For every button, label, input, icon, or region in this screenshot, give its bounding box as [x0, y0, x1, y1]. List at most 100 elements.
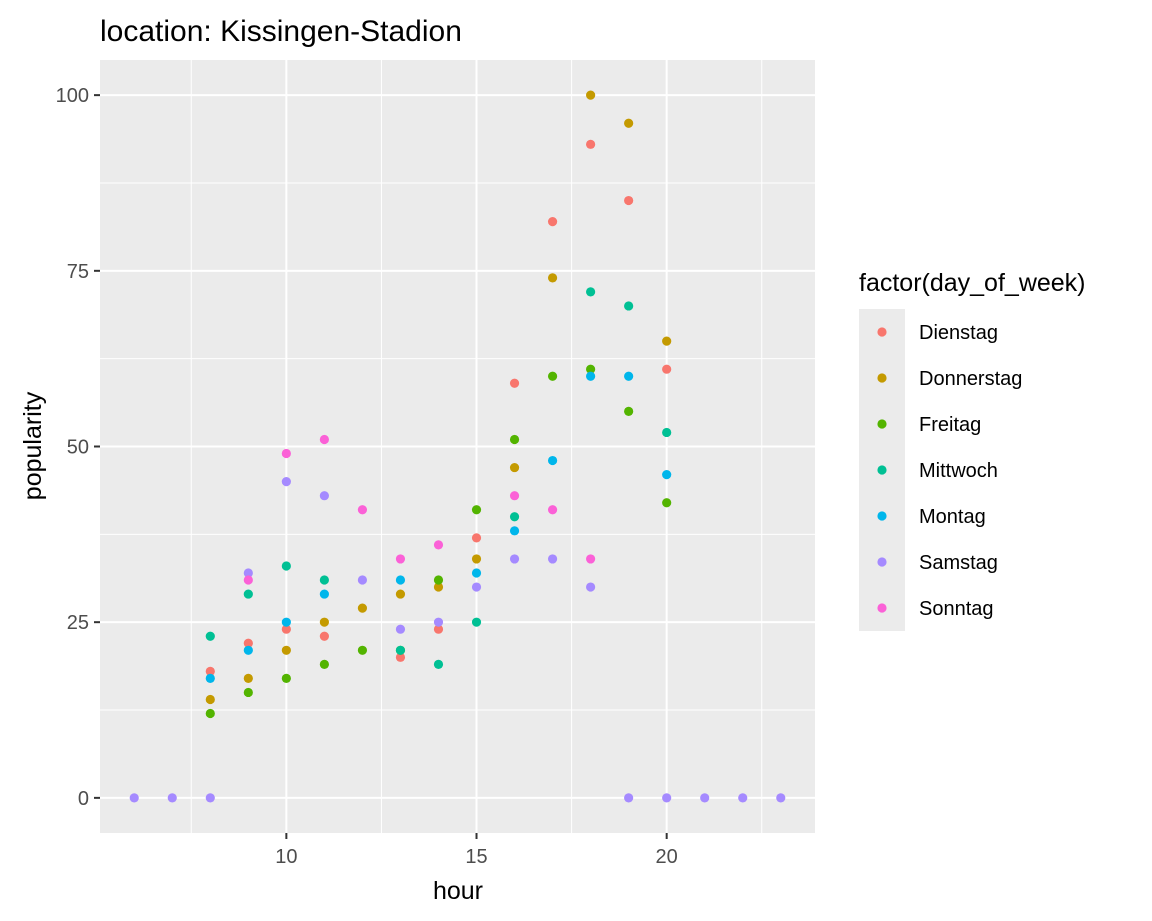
data-point: [395, 624, 406, 634]
legend-key-samstag: [877, 557, 887, 567]
legend-label: Donnerstag: [919, 368, 1022, 390]
data-point: [243, 673, 253, 684]
data-point: [547, 455, 558, 466]
data-point: [509, 462, 520, 473]
data-point: [471, 568, 482, 578]
data-point: [509, 491, 520, 501]
data-point: [776, 793, 786, 803]
data-point: [243, 589, 253, 599]
legend: factor(day_of_week) Dienstag Donnerstag Fr…: [859, 269, 1086, 631]
data-point: [547, 505, 558, 515]
series-dienstag: [205, 139, 672, 676]
data-point: [509, 526, 520, 536]
series-montag: [205, 371, 672, 684]
data-point: [662, 364, 672, 374]
data-point: [433, 582, 444, 592]
x-tick-label: 15: [465, 846, 487, 868]
data-point: [471, 505, 482, 515]
legend-key-montag: [877, 511, 887, 521]
data-point: [586, 582, 596, 592]
data-point: [471, 533, 482, 543]
data-point: [509, 554, 520, 564]
x-axis: 10 15 20: [275, 833, 678, 868]
x-axis-title: hour: [433, 877, 483, 905]
legend-label: Sonntag: [919, 598, 994, 620]
data-point: [662, 427, 672, 438]
data-point: [205, 673, 215, 684]
data-point: [586, 90, 596, 100]
data-point: [433, 659, 444, 669]
data-point: [433, 624, 444, 634]
series-mittwoch: [205, 287, 672, 669]
data-point: [586, 554, 596, 564]
data-point: [586, 364, 596, 374]
data-point: [281, 624, 291, 634]
data-point: [471, 617, 482, 627]
data-point: [281, 645, 291, 655]
legend-key-donnerstag: [877, 373, 887, 383]
data-point: [395, 652, 406, 662]
y-tick-label: 0: [78, 788, 89, 810]
data-point: [319, 491, 329, 501]
data-point: [357, 603, 368, 613]
data-point: [319, 434, 329, 445]
chart-title: location: Kissingen-Stadion: [100, 15, 462, 48]
data-point: [624, 118, 634, 128]
data-point: [205, 631, 215, 641]
data-point: [662, 498, 672, 508]
data-point: [586, 371, 596, 381]
data-point: [624, 371, 634, 381]
legend-key-dienstag: [877, 327, 887, 337]
data-points: [129, 90, 786, 803]
data-point: [509, 434, 520, 445]
data-point: [586, 139, 596, 149]
grid-lines: [100, 60, 815, 833]
data-point: [471, 554, 482, 564]
data-point: [243, 687, 253, 698]
data-point: [205, 708, 215, 719]
data-point: [586, 287, 596, 297]
data-point: [624, 793, 634, 803]
data-point: [281, 477, 291, 487]
data-point: [357, 505, 368, 515]
data-point: [243, 638, 253, 648]
x-tick-label: 10: [275, 846, 297, 868]
data-point: [433, 575, 444, 585]
legend-label: Freitag: [919, 414, 981, 436]
data-point: [624, 301, 634, 311]
data-point: [433, 617, 444, 627]
data-point: [243, 645, 253, 655]
data-point: [700, 793, 710, 803]
data-point: [395, 575, 406, 585]
series-sonntag: [243, 434, 596, 585]
data-point: [281, 561, 291, 571]
data-point: [624, 406, 634, 416]
y-axis: 0 25 50 75 100: [56, 85, 100, 810]
data-point: [509, 378, 520, 388]
data-point: [662, 336, 672, 346]
data-point: [319, 575, 329, 585]
data-point: [395, 554, 406, 564]
y-axis-title: popularity: [19, 391, 47, 500]
y-tick-label: 100: [56, 85, 89, 107]
legend-key-mittwoch: [877, 465, 887, 475]
legend-key-freitag: [877, 419, 887, 429]
data-point: [243, 575, 253, 585]
data-point: [509, 512, 520, 522]
y-tick-label: 50: [67, 437, 89, 459]
y-tick-label: 25: [67, 612, 89, 634]
data-point: [243, 568, 253, 578]
data-point: [395, 645, 406, 655]
data-point: [395, 589, 406, 599]
data-point: [357, 575, 368, 585]
y-tick-label: 75: [67, 261, 89, 283]
data-point: [319, 589, 329, 599]
data-point: [547, 554, 558, 564]
data-point: [205, 694, 215, 705]
data-point: [281, 617, 291, 627]
legend-key-sonntag: [877, 603, 887, 613]
data-point: [433, 540, 444, 550]
data-point: [205, 666, 215, 676]
data-point: [281, 448, 291, 459]
data-point: [738, 793, 748, 803]
